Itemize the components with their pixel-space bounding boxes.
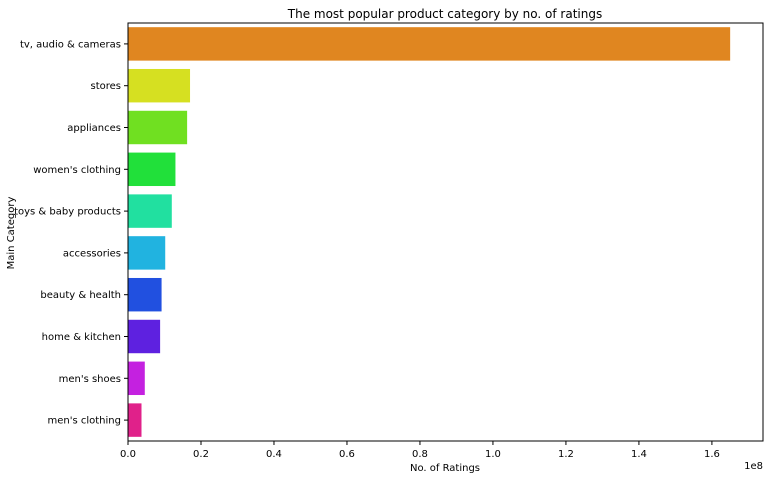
bar-5 bbox=[128, 236, 166, 270]
x-tick-label: 0.8 bbox=[412, 449, 428, 460]
bar-7 bbox=[128, 319, 161, 354]
x-tick-label: 0.4 bbox=[266, 449, 282, 460]
y-tick-label: stores bbox=[90, 81, 121, 92]
plot-frame bbox=[127, 22, 764, 442]
x-tick-label: 1.2 bbox=[558, 449, 574, 460]
y-tick-label: women's clothing bbox=[33, 165, 121, 176]
bar-4 bbox=[128, 194, 172, 228]
x-tick-label: 0.2 bbox=[193, 449, 209, 460]
x-axis-label: No. of Ratings bbox=[410, 463, 480, 474]
bar-2 bbox=[128, 110, 188, 145]
x-tick-label: 0.6 bbox=[339, 449, 355, 460]
x-axis-scale-label: 1e8 bbox=[744, 461, 763, 472]
y-tick-label: home & kitchen bbox=[42, 332, 121, 343]
bars-group bbox=[128, 27, 731, 437]
bar-0 bbox=[128, 27, 731, 61]
y-tick-label: appliances bbox=[67, 123, 121, 134]
bar-3 bbox=[128, 152, 176, 187]
y-axis-ticks: tv, audio & cameras stores appliances women… bbox=[14, 39, 128, 427]
chart-title: The most popular product category by no.… bbox=[287, 7, 602, 21]
x-tick-label: 0.0 bbox=[120, 449, 136, 460]
y-tick-label: beauty & health bbox=[40, 290, 121, 301]
y-tick-label: accessories bbox=[63, 248, 121, 259]
y-tick-label: toys & baby products bbox=[14, 207, 121, 218]
x-tick-label: 1.0 bbox=[485, 449, 501, 460]
bar-9 bbox=[128, 403, 142, 437]
bar-8 bbox=[128, 361, 145, 396]
y-tick-label: tv, audio & cameras bbox=[20, 39, 121, 50]
y-tick-label: men's shoes bbox=[59, 374, 121, 385]
x-axis-ticks: 0.0 0.2 0.4 0.6 0.8 1.0 1.2 1.4 1.6 bbox=[120, 441, 720, 460]
y-tick-label: men's clothing bbox=[48, 416, 122, 427]
bar-1 bbox=[128, 68, 191, 103]
x-tick-label: 1.4 bbox=[631, 449, 647, 460]
y-axis-label: Main Category bbox=[6, 197, 17, 270]
x-tick-label: 1.6 bbox=[704, 449, 720, 460]
bar-6 bbox=[128, 277, 162, 312]
